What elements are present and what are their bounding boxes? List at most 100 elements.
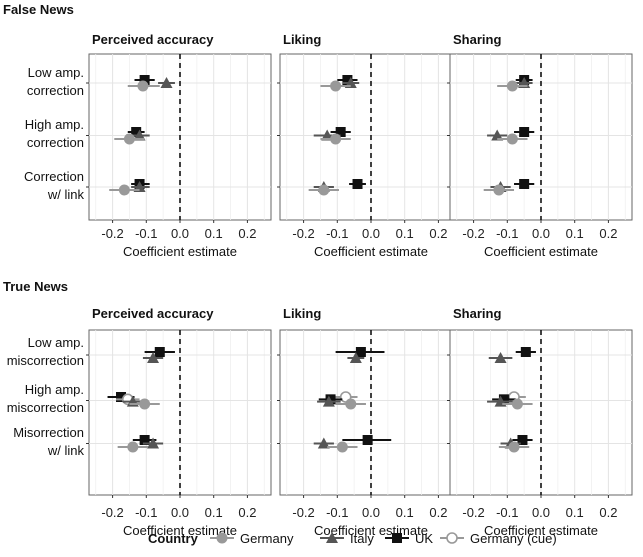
x-tick-label: 0.1 bbox=[566, 226, 584, 241]
point-uk bbox=[154, 347, 165, 357]
x-tick-label: 0.1 bbox=[396, 226, 414, 241]
x-tick-label: 0.0 bbox=[362, 505, 380, 520]
x-tick-label: 0.0 bbox=[532, 505, 550, 520]
x-axis-label: Coefficient estimate bbox=[314, 244, 428, 259]
legend-key-germany-cue bbox=[446, 532, 458, 544]
point-uk bbox=[139, 75, 150, 85]
point-uk bbox=[131, 127, 142, 137]
x-tick-label: 0.2 bbox=[599, 505, 617, 520]
point-uk bbox=[362, 435, 373, 445]
point-uk bbox=[342, 75, 353, 85]
point-germany bbox=[506, 133, 518, 145]
x-tick-label: 0.2 bbox=[599, 226, 617, 241]
x-axis-label: Coefficient estimate bbox=[123, 244, 237, 259]
x-tick-label: -0.1 bbox=[326, 226, 348, 241]
x-tick-label: -0.2 bbox=[292, 505, 314, 520]
panel-title: Liking bbox=[283, 306, 321, 321]
point-uk bbox=[519, 127, 530, 137]
x-tick-label: 0.2 bbox=[429, 226, 447, 241]
x-tick-label: -0.1 bbox=[326, 505, 348, 520]
section-title: True News bbox=[3, 279, 68, 294]
row-label: w/ link bbox=[47, 443, 85, 458]
panel-title: Sharing bbox=[453, 306, 501, 321]
x-tick-label: -0.2 bbox=[462, 226, 484, 241]
x-tick-label: -0.2 bbox=[101, 226, 123, 241]
row-label: miscorrection bbox=[7, 400, 84, 415]
x-tick-label: 0.0 bbox=[362, 226, 380, 241]
x-tick-label: 0.0 bbox=[532, 226, 550, 241]
x-tick-label: 0.1 bbox=[566, 505, 584, 520]
point-italy bbox=[349, 352, 362, 363]
point-germany bbox=[506, 80, 518, 92]
point-italy bbox=[494, 352, 507, 363]
row-label: High amp. bbox=[25, 117, 84, 132]
point-germany bbox=[330, 133, 342, 145]
point-germany bbox=[139, 398, 151, 410]
legend-key-uk bbox=[392, 533, 402, 543]
point-germany bbox=[508, 441, 520, 453]
panel-title: Sharing bbox=[453, 32, 501, 47]
x-tick-label: 0.2 bbox=[429, 505, 447, 520]
legend-label: UK bbox=[415, 531, 433, 546]
row-label: High amp. bbox=[25, 382, 84, 397]
legend-title: Country bbox=[148, 531, 199, 546]
point-uk bbox=[139, 435, 150, 445]
x-tick-label: 0.1 bbox=[205, 226, 223, 241]
panel-title: Perceived accuracy bbox=[92, 32, 214, 47]
x-tick-label: 0.2 bbox=[238, 505, 256, 520]
x-tick-label: -0.1 bbox=[496, 505, 518, 520]
row-label: Correction bbox=[24, 169, 84, 184]
x-axis-label: Coefficient estimate bbox=[484, 244, 598, 259]
row-label: Misorrection bbox=[13, 425, 84, 440]
x-axis-label: Coefficient estimate bbox=[123, 523, 237, 538]
point-germany bbox=[127, 441, 139, 453]
point-italy bbox=[317, 437, 330, 449]
legend-key-germany bbox=[216, 532, 228, 544]
x-tick-label: -0.2 bbox=[292, 226, 314, 241]
point-italy bbox=[491, 129, 504, 141]
point-italy bbox=[322, 395, 335, 407]
point-germany bbox=[336, 441, 348, 453]
point-germany bbox=[345, 398, 357, 410]
x-tick-label: -0.1 bbox=[135, 226, 157, 241]
x-tick-label: -0.1 bbox=[496, 226, 518, 241]
panel-title: Perceived accuracy bbox=[92, 306, 214, 321]
point-germany bbox=[118, 184, 130, 196]
x-tick-label: -0.2 bbox=[462, 505, 484, 520]
point-uk bbox=[519, 179, 530, 189]
point-germany bbox=[511, 398, 523, 410]
point-uk bbox=[520, 347, 531, 357]
row-label: w/ link bbox=[47, 187, 85, 202]
section-title: False News bbox=[3, 2, 74, 17]
legend-key-italy bbox=[326, 532, 338, 543]
point-uk bbox=[498, 394, 509, 405]
point-uk bbox=[355, 347, 366, 357]
point-italy bbox=[321, 129, 334, 141]
x-axis-label: Coefficient estimate bbox=[484, 523, 598, 538]
point-uk bbox=[352, 179, 363, 189]
legend-label: Italy bbox=[350, 531, 374, 546]
point-germany bbox=[330, 80, 342, 92]
point-italy bbox=[160, 77, 173, 88]
point-italy bbox=[133, 129, 146, 141]
x-tick-label: -0.1 bbox=[135, 505, 157, 520]
point-germany bbox=[137, 80, 149, 92]
point-germany bbox=[493, 184, 505, 196]
point-germany bbox=[123, 133, 135, 145]
legend-label: Germany bbox=[240, 531, 294, 546]
row-label: miscorrection bbox=[7, 353, 84, 368]
x-tick-label: -0.2 bbox=[101, 505, 123, 520]
row-label: correction bbox=[27, 135, 84, 150]
point-uk bbox=[517, 435, 528, 445]
point-uk bbox=[116, 392, 127, 402]
row-label: Low amp. bbox=[28, 65, 84, 80]
row-label: correction bbox=[27, 83, 84, 98]
x-tick-label: 0.0 bbox=[171, 505, 189, 520]
x-tick-label: 0.1 bbox=[396, 505, 414, 520]
panel-title: Liking bbox=[283, 32, 321, 47]
row-label: Low amp. bbox=[28, 335, 84, 350]
x-tick-label: 0.2 bbox=[238, 226, 256, 241]
point-italy bbox=[147, 437, 160, 449]
point-germany bbox=[318, 184, 330, 196]
